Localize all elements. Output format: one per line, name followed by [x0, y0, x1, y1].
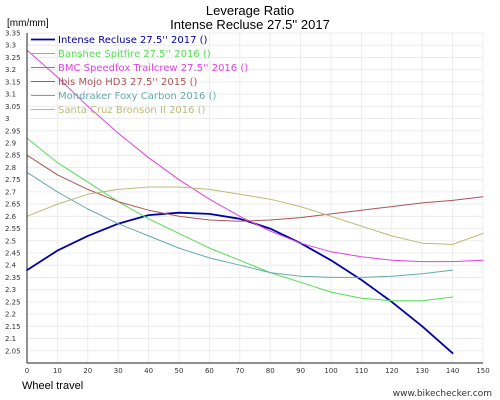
chart-subtitle: Intense Recluse 27.5'' 2017: [170, 17, 330, 32]
y-tick-labels: 2.05 2.1 2.15 2.2 2.25 2.3 2.35 2.4 2.45 2.5 2.55 2…: [5, 30, 21, 356]
x-tick-label: 50: [175, 367, 184, 375]
legend: Intense Recluse 27.5'' 2017 () Banshee Sp…: [31, 35, 248, 116]
legend-entry: Banshee Spitfire 27.5'' 2016 (): [58, 49, 211, 60]
legend-entry: Mondraker Foxy Carbon 2016 (): [58, 91, 217, 102]
x-tick-label: 120: [385, 367, 398, 375]
x-tick-label: 30: [114, 367, 123, 375]
y-tick-label: 2.45: [5, 250, 21, 258]
series-line-0: [26, 211, 454, 355]
x-tick-label: 10: [53, 367, 62, 375]
y-tick-label: 2.15: [5, 323, 21, 331]
y-tick-label: 2.95: [5, 127, 21, 135]
y-tick-label: 2.75: [5, 176, 21, 184]
x-tick-label: 0: [25, 367, 29, 375]
x-tick-label: 60: [205, 367, 214, 375]
legend-entry: Ibis Mojo HD3 27.5'' 2015 (): [58, 77, 198, 88]
y-tick-label: 2.85: [5, 152, 21, 160]
y-tick-label: 2.2: [5, 311, 16, 319]
x-tick-labels: 0 10 20 30 40 50 60 70 80 90 100 110 120 130 140 150: [25, 367, 490, 375]
y-tick-label: 2.3: [5, 286, 16, 294]
x-tick-label: 100: [324, 367, 337, 375]
y-tick-label: 2.4: [5, 262, 17, 270]
y-tick-label: 3.25: [5, 54, 21, 62]
series-line-2: [26, 49, 484, 263]
y-tick-label: 2.05: [5, 347, 21, 355]
y-tick-label: 2.55: [5, 225, 21, 233]
y-tick-label: 2.65: [5, 201, 21, 209]
y-tick-label: 3.35: [5, 30, 21, 38]
y-tick-label: 3.05: [5, 103, 21, 111]
x-tick-label: 140: [446, 367, 459, 375]
x-tick-label: 110: [355, 367, 368, 375]
legend-entry: Santa Cruz Bronson II 2016 (): [58, 105, 206, 116]
series-line-5: [26, 186, 484, 245]
x-tick-label: 90: [296, 367, 305, 375]
y-tick-label: 3: [5, 115, 9, 123]
y-tick-label: 2.9: [5, 140, 16, 148]
y-tick-label: 2.5: [5, 237, 16, 245]
legend-entry: BMC Speedfox Trailcrew 27.5'' 2016 (): [58, 63, 248, 74]
series-line-3: [26, 154, 484, 222]
watermark: www.bikechecker.com: [393, 389, 492, 399]
y-tick-label: 3.15: [5, 78, 21, 86]
x-tick-label: 20: [83, 367, 92, 375]
y-tick-label: 2.7: [5, 188, 16, 196]
x-tick-label: 80: [266, 367, 275, 375]
x-tick-label: 150: [476, 367, 489, 375]
legend-entry: Intense Recluse 27.5'' 2017 (): [58, 35, 208, 46]
x-tick-label: 70: [235, 367, 244, 375]
y-tick-label: 2.6: [5, 213, 17, 221]
y-tick-label: 2.8: [5, 164, 16, 172]
series-lines: [26, 49, 484, 355]
y-tick-label: 2.35: [5, 274, 21, 282]
x-tick-label: 130: [416, 367, 429, 375]
x-tick-label: 40: [144, 367, 153, 375]
y-tick-label: 2.25: [5, 298, 21, 306]
y-axis-unit: [mm/mm]: [7, 18, 49, 29]
y-tick-label: 3.2: [5, 66, 16, 74]
y-tick-label: 3.3: [5, 42, 16, 50]
series-line-1: [26, 137, 454, 302]
y-tick-label: 2.1: [5, 335, 16, 343]
x-axis-label: Wheel travel: [22, 380, 83, 392]
chart-title: Leverage Ratio: [206, 3, 294, 18]
y-tick-label: 3.1: [5, 91, 16, 99]
series-line-4: [26, 171, 454, 278]
